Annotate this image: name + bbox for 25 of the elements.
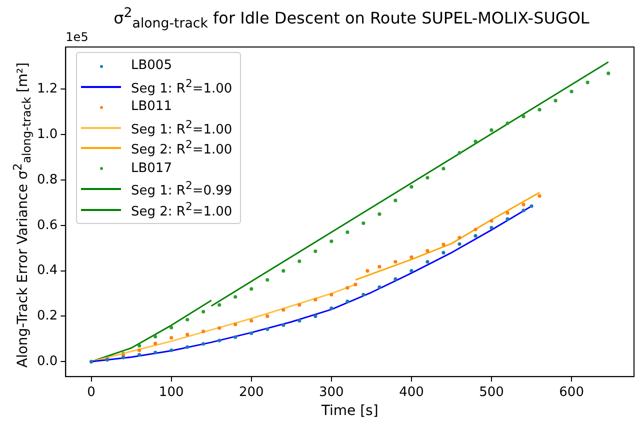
text: 1e5 <box>66 30 88 44</box>
legend-label: Seg 1: R$^{2}$=0.99 <box>131 179 232 199</box>
legend-label: Seg 2: R$^{2}$=1.00 <box>131 198 232 222</box>
chart-title: σ$^{2}$$_{along-track}$ for Idle Descent on Route SUPEL-MOLIX-SUGOL <box>112 6 590 32</box>
x-axis-title: Time [s] <box>320 403 378 420</box>
y-tick-label: 0.8 <box>36 172 58 188</box>
y-tick-label: 0.0 <box>36 354 58 369</box>
x-tick-label: 500 <box>479 384 504 400</box>
y-tick-label: 1.2 <box>36 82 58 97</box>
x-tick-label: 100 <box>158 384 184 400</box>
x-tick-label: 0 <box>87 384 96 400</box>
x-tick-label: 200 <box>238 384 264 400</box>
y-tick-label: 1.0 <box>36 126 58 142</box>
x-tick-label: 300 <box>319 384 344 400</box>
x-tick-label: 600 <box>559 384 584 400</box>
legend-label: LB017 <box>131 160 172 178</box>
legend-label: LB011 <box>131 98 172 116</box>
legend-label: Seg 1: R$^{2}$=1.00 <box>131 118 232 138</box>
legend-label: Seg 2: R$^{2}$=1.00 <box>131 137 232 160</box>
legend-label: Seg 1: R$^{2}$=1.00 <box>131 76 232 98</box>
y-tick-label: 0.6 <box>36 218 58 233</box>
y-tick-label: 0.2 <box>36 308 58 324</box>
legend-label: LB005 <box>131 57 172 75</box>
y-tick-label: 0.4 <box>36 263 58 278</box>
x-tick-label: 400 <box>399 384 424 400</box>
